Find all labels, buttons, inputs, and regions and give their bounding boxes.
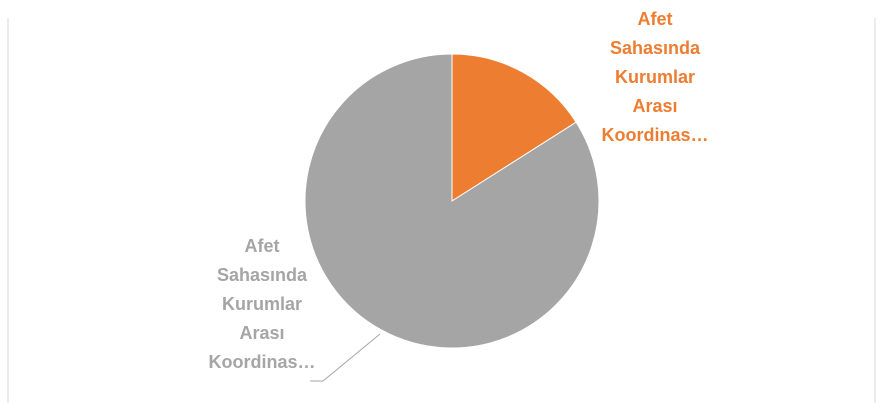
slice-label: Afet Sahasında Kurumlar Arası Koordinas… bbox=[601, 9, 708, 145]
pie-slice bbox=[304, 53, 600, 349]
leader-line bbox=[310, 333, 381, 382]
slice-label: Afet Sahasında Kurumlar Arası Koordinas… bbox=[208, 236, 315, 372]
pie-slice bbox=[451, 53, 577, 202]
